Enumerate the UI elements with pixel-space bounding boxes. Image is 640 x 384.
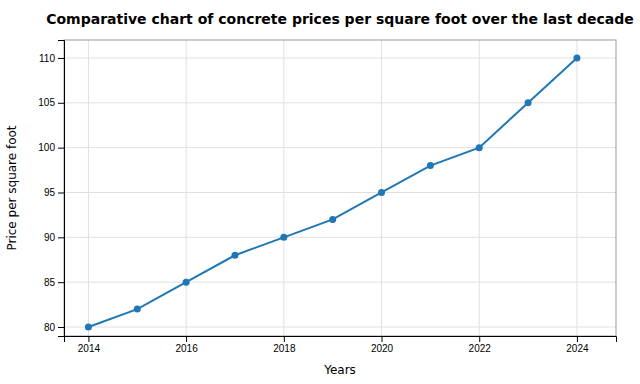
- grid-line: [576, 40, 577, 336]
- y-tick-mark: [58, 103, 64, 104]
- point: [573, 54, 580, 61]
- y-tick-mark: [58, 148, 64, 149]
- grid: [64, 40, 616, 336]
- y-tick: 110: [39, 53, 64, 64]
- x-axis: 2014 2016 2018 2020 2022 2024: [65, 336, 617, 354]
- y-tick: 105: [38, 97, 64, 108]
- grid-line: [64, 147, 616, 148]
- y-tick-mark: [58, 192, 64, 193]
- grid-line: [64, 192, 616, 193]
- x-tick-label: 2024: [566, 343, 589, 354]
- x-tick: 2016: [175, 336, 198, 354]
- point: [280, 234, 287, 241]
- y-tick-mark: [58, 237, 64, 238]
- grid-line: [64, 57, 616, 58]
- point: [85, 324, 92, 331]
- point: [329, 216, 336, 223]
- y-tick: 80: [44, 322, 64, 333]
- x-tick: 2020: [371, 336, 394, 354]
- y-tick-mark: [58, 282, 64, 283]
- point: [476, 144, 483, 151]
- x-tick-label: 2020: [371, 343, 394, 354]
- grid-line: [186, 40, 187, 336]
- y-tick-label: 80: [44, 322, 56, 333]
- plot: 2014 2016 2018 2020 2022 2024 80 85 90 95 100 105 11…: [38, 40, 616, 354]
- x-tick: 2018: [273, 336, 296, 354]
- grid-line: [479, 40, 480, 336]
- point: [134, 306, 141, 313]
- y-axis-title: Price per square foot: [5, 125, 19, 250]
- y-tick: 90: [44, 232, 64, 243]
- x-tick-mark: [284, 336, 285, 342]
- x-tick: 2024: [566, 336, 589, 354]
- point: [525, 99, 532, 106]
- point: [378, 189, 385, 196]
- y-tick-mark: [58, 327, 64, 328]
- plot-frame: [64, 40, 616, 336]
- chart: 2014 2016 2018 2020 2022 2024 80 85 90 95 100 105 11…: [0, 0, 640, 384]
- x-tick-label: 2014: [78, 343, 101, 354]
- title: Comparative chart of concrete prices per…: [46, 11, 634, 27]
- line: [88, 58, 576, 327]
- y-tick-label: 95: [44, 187, 56, 198]
- y-axis-line: [58, 41, 65, 337]
- x-tick-mark: [88, 336, 89, 342]
- x-tick-mark: [577, 336, 578, 342]
- grid-line: [64, 327, 616, 328]
- y-tick-label: 100: [38, 142, 55, 153]
- grid-line: [381, 40, 382, 336]
- grid-line: [88, 40, 89, 336]
- x-tick-mark: [186, 336, 187, 342]
- x-tick: 2022: [469, 336, 492, 354]
- y-tick: 100: [38, 142, 64, 153]
- x-tick-label: 2016: [175, 343, 198, 354]
- point: [427, 162, 434, 169]
- y-tick-mark: [58, 58, 64, 59]
- x-tick-label: 2022: [469, 343, 492, 354]
- point: [183, 279, 190, 286]
- y-tick-label: 90: [44, 232, 56, 243]
- x-tick-label: 2018: [273, 343, 296, 354]
- grid-line: [64, 282, 616, 283]
- x-tick-mark: [479, 336, 480, 342]
- x-axis-title: Years: [323, 363, 356, 377]
- grid-line: [283, 40, 284, 336]
- grid-line: [64, 102, 616, 103]
- grid-line: [64, 237, 616, 238]
- y-axis: 80 85 90 95 100 105 110: [38, 41, 64, 337]
- y-tick: 95: [44, 187, 64, 198]
- x-tick: 2014: [78, 336, 101, 354]
- x-axis-line: [65, 337, 617, 343]
- y-tick: 85: [44, 277, 64, 288]
- y-tick-label: 85: [44, 277, 56, 288]
- point: [231, 252, 238, 259]
- y-tick-label: 110: [39, 53, 55, 64]
- x-tick-mark: [382, 336, 383, 342]
- marks: [85, 54, 580, 330]
- y-tick-label: 105: [38, 97, 55, 108]
